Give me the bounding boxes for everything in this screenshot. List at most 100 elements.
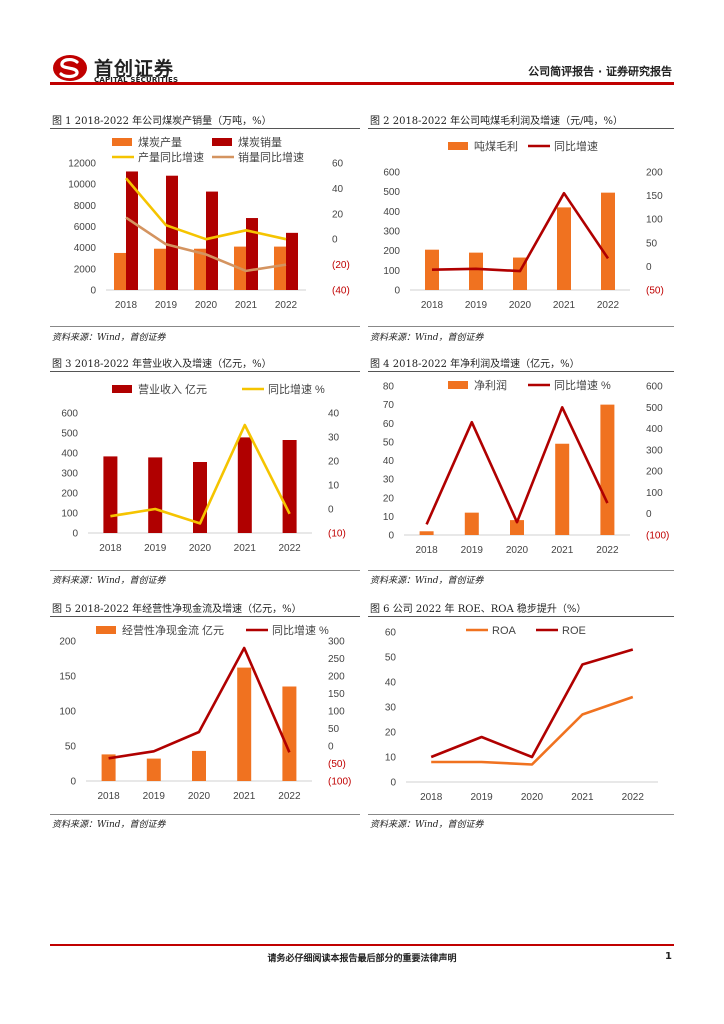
bar — [282, 440, 297, 533]
right-axis-tick-label: 100 — [646, 488, 663, 499]
legend-label: 同比增速 — [554, 139, 598, 153]
right-axis-tick-label: 500 — [646, 403, 663, 414]
figure-3-chart: 0 100 200 300 400 500 600 (10) 0 10 20 30 40 2018 2019… — [61, 382, 346, 554]
legend-swatch — [448, 381, 468, 389]
figure-4-source: 资料来源：Wind，首创证券 — [370, 576, 484, 586]
left-axis-tick-label: 20 — [383, 493, 395, 504]
legend-label: 煤炭产量 — [138, 135, 182, 149]
left-axis-tick-label: 500 — [383, 187, 400, 198]
right-axis-tick-label: 300 — [646, 445, 663, 456]
series-line — [125, 216, 287, 273]
x-axis-category-label: 2020 — [189, 543, 212, 554]
right-axis-tick-label: 250 — [328, 654, 345, 665]
x-axis-category-label: 2019 — [155, 300, 178, 311]
right-axis-tick-label: 100 — [328, 707, 345, 718]
bar — [237, 667, 252, 781]
left-axis-tick-label: 50 — [383, 437, 395, 448]
left-axis-tick-label: 600 — [383, 168, 400, 179]
x-axis-category-label: 2018 — [115, 300, 138, 311]
left-axis-tick-label: 100 — [61, 509, 78, 520]
legend-label: 煤炭销量 — [238, 135, 282, 149]
bar — [469, 252, 483, 290]
figure-6-chart: 0 10 20 30 40 50 60 2018 2019 2020 2021 2022 ROA ROE — [385, 625, 658, 803]
left-axis-tick-label: 100 — [383, 266, 400, 277]
bar — [246, 218, 258, 290]
right-axis-tick-label: 0 — [328, 742, 334, 753]
left-axis-tick-label: 4000 — [74, 243, 97, 254]
series-line — [108, 646, 291, 760]
right-axis-tick-label: 40 — [332, 184, 344, 195]
right-axis-tick-label: 600 — [646, 382, 663, 393]
x-axis-category-label: 2022 — [278, 791, 301, 802]
x-axis-category-label: 2019 — [143, 791, 166, 802]
figure-3-title: 图 3 2018-2022 年营业收入及增速（亿元，%） — [52, 359, 272, 370]
right-axis-tick-label: 0 — [646, 509, 652, 520]
report-type: 公司简评报告 · 证券研究报告 — [528, 65, 672, 78]
header-divider — [50, 82, 674, 85]
right-axis-tick-label: (10) — [328, 529, 346, 540]
figure-1-top-rule — [50, 128, 360, 129]
left-axis-tick-label: 200 — [383, 246, 400, 257]
left-axis-tick-label: 300 — [61, 469, 78, 480]
figure-1-title: 图 1 2018-2022 年公司煤炭产销量（万吨，%） — [52, 116, 272, 127]
bar — [114, 252, 126, 290]
x-axis-category-label: 2020 — [188, 791, 211, 802]
right-axis-tick-label: (40) — [332, 286, 350, 297]
left-axis-tick-label: 0 — [390, 778, 396, 789]
x-axis-category-label: 2019 — [461, 545, 484, 556]
figure-3-bottom-rule — [50, 570, 360, 571]
bar — [148, 457, 163, 533]
left-axis-tick-label: 0 — [70, 777, 76, 788]
bar — [192, 750, 206, 781]
right-axis-tick-label: 0 — [646, 262, 652, 273]
legend-swatch — [112, 385, 132, 393]
right-axis-tick-label: 30 — [328, 433, 340, 444]
legend-swatch — [96, 626, 116, 634]
right-axis-tick-label: 20 — [332, 209, 344, 220]
right-axis-tick-label: 200 — [646, 467, 663, 478]
bar — [194, 248, 206, 290]
left-axis-tick-label: 400 — [383, 207, 400, 218]
figure-4-bottom-rule — [368, 570, 674, 571]
left-axis-tick-label: 80 — [383, 382, 395, 393]
right-axis-tick-label: 40 — [328, 409, 340, 420]
series-line — [125, 177, 287, 241]
figure-5-top-rule — [50, 616, 360, 617]
left-axis-tick-label: 8000 — [74, 201, 97, 212]
series-line — [110, 423, 291, 525]
right-axis-tick-label: (20) — [332, 260, 350, 271]
logo-chinese-name: 首创证券 — [94, 58, 175, 80]
bar — [282, 686, 297, 781]
legend-label: 同比增速 % — [272, 623, 329, 637]
right-axis-tick-label: (50) — [328, 759, 346, 770]
figure-4-chart: 0 10 20 30 40 50 60 70 80 (100) 0 100 200 300 400 500 60… — [383, 378, 669, 556]
bar — [601, 192, 615, 290]
right-axis-tick-label: 10 — [328, 481, 340, 492]
left-axis-tick-label: 20 — [385, 728, 397, 739]
right-axis-tick-label: 50 — [328, 724, 340, 735]
figure-1-chart: 0 2000 4000 6000 8000 10000 12000 (40) (20) 0 20 40… — [68, 135, 350, 311]
left-axis-tick-label: 60 — [383, 419, 395, 430]
legend-label: 同比增速 % — [268, 382, 325, 396]
x-axis-category-label: 2018 — [421, 300, 444, 311]
figure-6-source: 资料来源：Wind，首创证券 — [370, 820, 484, 830]
left-axis-tick-label: 150 — [59, 672, 76, 683]
series-line — [431, 191, 610, 273]
left-axis-tick-label: 10 — [385, 753, 397, 764]
right-axis-tick-label: 50 — [646, 238, 658, 249]
right-axis-tick-label: 60 — [332, 159, 344, 170]
legend-label: ROA — [492, 625, 517, 637]
right-axis-tick-label: 150 — [328, 689, 345, 700]
left-axis-tick-label: 30 — [383, 475, 395, 486]
legend-swatch — [112, 138, 132, 146]
left-axis-tick-label: 0 — [90, 286, 96, 297]
x-axis-category-label: 2021 — [235, 300, 258, 311]
bar — [600, 404, 615, 535]
x-axis-category-label: 2018 — [420, 792, 443, 803]
x-axis-category-label: 2022 — [278, 543, 301, 554]
figure-2-chart: 0 100 200 300 400 500 600 (50) 0 50 100 150 200 2018 2… — [383, 139, 663, 311]
legal-disclaimer: 请务必仔细阅读本报告最后部分的重要法律声明 — [267, 954, 457, 964]
bar — [101, 754, 116, 781]
x-axis-category-label: 2020 — [509, 300, 532, 311]
figure-1-source: 资料来源：Wind，首创证券 — [52, 333, 166, 343]
